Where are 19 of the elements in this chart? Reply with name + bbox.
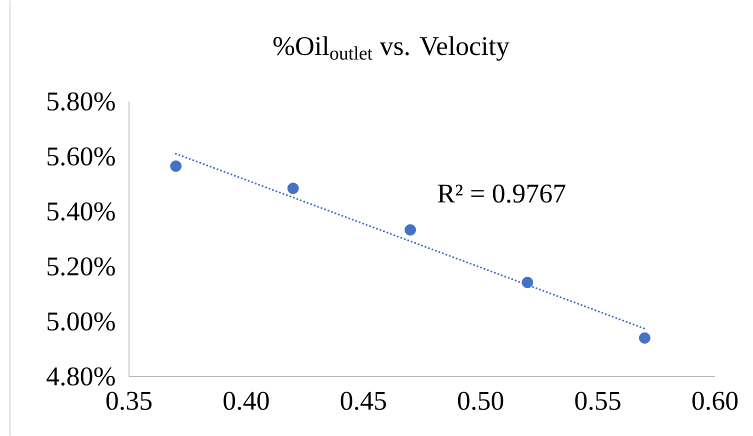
point (522, 276, 534, 288)
y-tick-label: 5.20% (48, 257, 115, 276)
point (170, 160, 182, 172)
x-tick-label: 0.35 (106, 392, 152, 410)
y-tick-label: 5.60% (48, 147, 115, 166)
point (638, 332, 650, 344)
x-tick-label: 0.60 (692, 392, 738, 410)
annotation: R² = 0.9767 (438, 184, 566, 203)
chart-title: %Oil$_{outlet}$ vs. Velocity (273, 36, 510, 61)
y-tick-label: 4.80% (46, 367, 115, 386)
y-tick-label: 5.80% (48, 92, 115, 111)
x-tick-label: 0.45 (340, 392, 386, 410)
x-tick-label: 0.40 (224, 392, 269, 410)
y-tick-label: 5.00% (48, 312, 115, 331)
point (287, 182, 299, 194)
x-tick-label: 0.55 (575, 392, 620, 410)
x-tick-label: 0.50 (458, 392, 504, 410)
y-tick-label: 5.40% (48, 202, 115, 221)
point (404, 224, 416, 236)
